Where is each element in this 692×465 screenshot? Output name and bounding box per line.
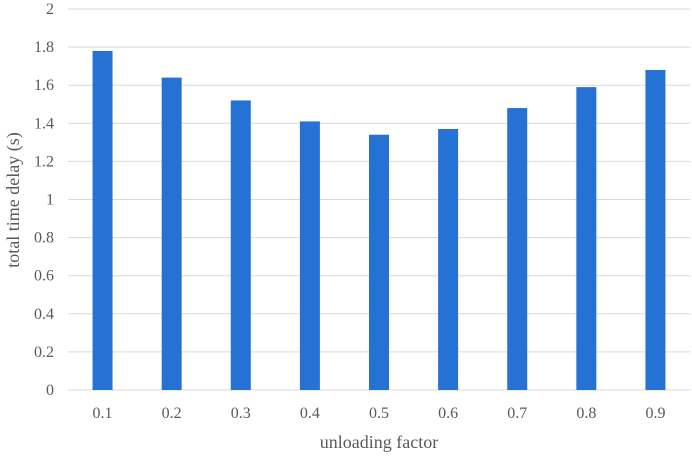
x-tick-label: 0.1 [93, 405, 113, 422]
x-tick-label: 0.2 [162, 405, 182, 422]
bar-0.3 [230, 100, 251, 390]
y-tick-label: 1 [46, 192, 54, 209]
y-tick-label: 0 [46, 382, 54, 399]
y-tick-label: 1.8 [34, 39, 54, 56]
x-tick-label: 0.3 [231, 405, 251, 422]
y-tick-labels: 0 0.2 0.4 0.6 0.8 1 1.2 1.4 1.6 1.8 2 [34, 1, 54, 399]
y-tick-label: 0.6 [34, 268, 54, 285]
x-tick-label: 0.8 [576, 405, 596, 422]
bar-0.1 [92, 50, 113, 390]
x-axis-title: unloading factor [320, 432, 438, 452]
bar-0.6 [438, 129, 459, 390]
y-tick-label: 1.4 [34, 115, 54, 132]
x-tick-label: 0.7 [507, 405, 527, 422]
bar-0.9 [645, 69, 666, 391]
y-tick-label: 1.6 [34, 77, 54, 94]
y-tick-label: 0.4 [34, 306, 54, 323]
bar-0.8 [576, 87, 597, 390]
bar-0.4 [299, 121, 320, 391]
y-tick-label: 0.2 [34, 344, 54, 361]
x-tick-label: 0.6 [438, 405, 458, 422]
x-tick-label: 0.4 [300, 405, 320, 422]
bar-0.5 [369, 134, 389, 390]
x-tick-label: 0.5 [369, 405, 389, 422]
bar-0.2 [161, 77, 182, 390]
x-tick-labels: 0.1 0.2 0.3 0.4 0.5 0.6 0.7 0.8 0.9 [93, 405, 666, 422]
bars [92, 50, 666, 391]
bar-0.7 [507, 108, 528, 390]
y-tick-label: 1.2 [34, 153, 54, 170]
y-tick-label: 0.8 [34, 230, 54, 247]
x-tick-label: 0.9 [645, 405, 665, 422]
y-axis-title: total time delay (s) [3, 132, 24, 267]
y-tick-label: 2 [46, 1, 54, 18]
